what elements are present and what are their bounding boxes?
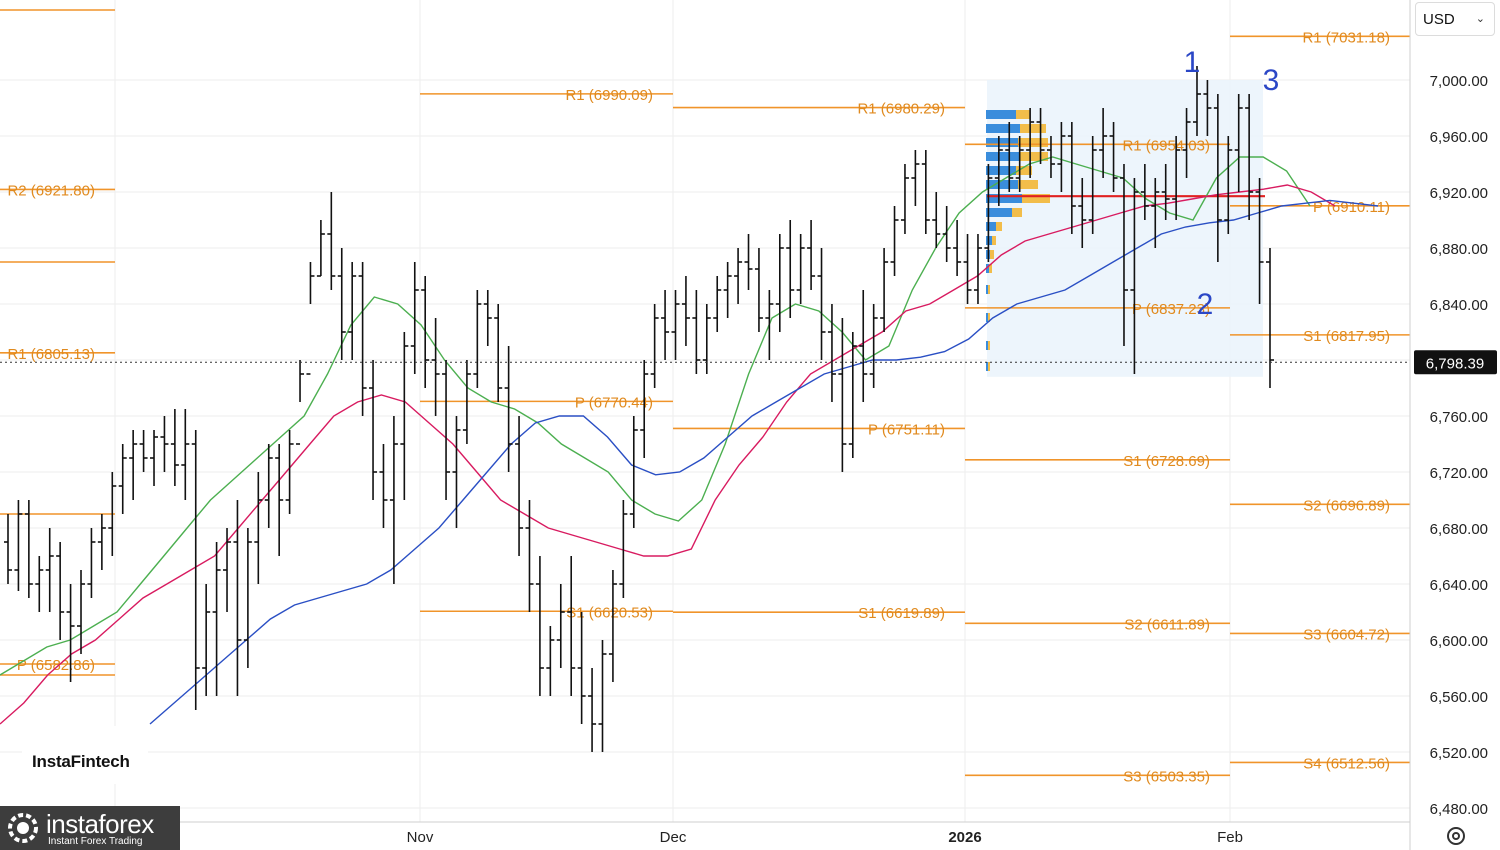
volume-profile-sell-row bbox=[988, 285, 990, 294]
y-tick-label: 6,480.00 bbox=[1430, 801, 1488, 818]
volume-profile-sell-row bbox=[1020, 152, 1048, 161]
pivot-label: S3 (6604.72) bbox=[1303, 626, 1390, 643]
volume-profile-buy-row bbox=[986, 138, 1018, 147]
settings-icon[interactable] bbox=[1444, 824, 1468, 848]
moving-averages bbox=[0, 156, 1379, 725]
volume-profile-sell-row bbox=[990, 250, 994, 259]
pivot-label: R1 (7031.18) bbox=[1302, 29, 1390, 46]
volume-profile-sell-row bbox=[992, 236, 996, 245]
volume-profile-sell-row bbox=[988, 313, 990, 322]
volume-profile-sell-row bbox=[1016, 166, 1032, 175]
ma-line-red bbox=[0, 184, 1336, 725]
currency-label: USD bbox=[1423, 10, 1455, 28]
y-tick-label: 6,920.00 bbox=[1430, 185, 1488, 202]
wave-label: 3 bbox=[1263, 64, 1280, 97]
volume-profile-buy-row bbox=[986, 264, 989, 273]
pivot-label: R1 (6954.03) bbox=[1122, 137, 1210, 154]
volume-profile-sell-row bbox=[1018, 138, 1048, 147]
pivot-label: P (6582.86) bbox=[17, 657, 95, 674]
y-tick-label: 6,680.00 bbox=[1430, 521, 1488, 538]
x-tick-label: Dec bbox=[660, 829, 687, 846]
volume-profile-buy-row bbox=[986, 362, 988, 371]
wave-annotations: 1 2 3 bbox=[1184, 46, 1280, 321]
pivot-label: S4 (6512.56) bbox=[1303, 755, 1390, 772]
y-tick-label: 6,960.00 bbox=[1430, 129, 1488, 146]
pivot-label: S2 (6696.89) bbox=[1303, 497, 1390, 514]
pivot-label: P (6837.23) bbox=[1132, 301, 1210, 318]
y-tick-label: 6,520.00 bbox=[1430, 745, 1488, 762]
volume-profile-buy-row bbox=[986, 341, 988, 350]
pivot-label: R1 (6990.09) bbox=[565, 87, 653, 104]
pivot-label: S1 (6728.69) bbox=[1123, 453, 1210, 470]
volume-profile-buy-row bbox=[986, 110, 1016, 119]
ohlc-bars bbox=[4, 66, 1274, 752]
pivot-label: P (6751.11) bbox=[868, 421, 945, 438]
ma-line-green bbox=[0, 156, 1311, 676]
currency-selector[interactable]: USD ⌄ bbox=[1415, 2, 1495, 36]
volume-profile-buy-row bbox=[986, 194, 1022, 203]
pivot-label: S1 (6620.53) bbox=[566, 604, 653, 621]
wave-label: 1 bbox=[1184, 46, 1201, 79]
volume-profile-sell-row bbox=[996, 222, 1002, 231]
y-tick-label: 6,760.00 bbox=[1430, 409, 1488, 426]
volume-profile bbox=[986, 80, 1265, 377]
pivot-label: R1 (6980.29) bbox=[857, 101, 945, 118]
volume-profile-sell-row bbox=[989, 264, 992, 273]
volume-profile-sell-row bbox=[988, 341, 990, 350]
volume-profile-buy-row bbox=[986, 208, 1012, 217]
pivot-levels: R2 (6921.80) R1 (6805.13) P (6582.86) R1 (6… bbox=[0, 9, 1410, 785]
y-tick-label: 6,840.00 bbox=[1430, 297, 1488, 314]
volume-profile-buy-row bbox=[986, 285, 988, 294]
pivot-label: S2 (6611.89) bbox=[1124, 616, 1210, 633]
volume-profile-buy-row bbox=[986, 180, 1018, 189]
x-tick-label: Nov bbox=[407, 829, 434, 846]
volume-profile-buy-row bbox=[986, 166, 1016, 175]
pivot-label: P (6770.44) bbox=[575, 394, 653, 411]
last-price-label: 6,798.39 bbox=[1426, 355, 1484, 372]
volume-profile-buy-row bbox=[986, 313, 988, 322]
volume-profile-sell-row bbox=[988, 362, 990, 371]
chevron-down-icon: ⌄ bbox=[1475, 13, 1485, 25]
y-tick-label: 6,640.00 bbox=[1430, 577, 1488, 594]
brand-watermark-text: InstaFintech bbox=[32, 752, 130, 771]
volume-profile-buy-row bbox=[986, 222, 996, 231]
pivot-label: S1 (6619.89) bbox=[858, 605, 945, 622]
volume-profile-sell-row bbox=[1016, 110, 1030, 119]
pivot-label: R1 (6805.13) bbox=[7, 346, 95, 363]
y-tick-label: 6,560.00 bbox=[1430, 689, 1488, 706]
pivot-label: S1 (6817.95) bbox=[1303, 328, 1390, 345]
volume-profile-buy-row bbox=[986, 124, 1020, 133]
volume-profile-sell-row bbox=[1022, 194, 1050, 203]
y-tick-label: 7,000.00 bbox=[1430, 73, 1488, 90]
instaforex-logo: instaforex Instant Forex Trading bbox=[0, 806, 180, 850]
volume-profile-sell-row bbox=[1018, 180, 1038, 189]
brand-watermark: InstaFintech bbox=[22, 726, 148, 784]
volume-profile-sell-row bbox=[1020, 124, 1046, 133]
pivot-label: P (6910.11) bbox=[1313, 199, 1390, 216]
last-price-badge bbox=[1414, 350, 1497, 375]
volume-profile-sell-row bbox=[1012, 208, 1022, 217]
y-tick-label: 6,600.00 bbox=[1430, 633, 1488, 650]
wave-label: 2 bbox=[1197, 288, 1214, 321]
y-tick-label: 6,720.00 bbox=[1430, 465, 1488, 482]
pivot-label: S3 (6503.35) bbox=[1123, 768, 1210, 785]
logo-name: instaforex bbox=[46, 809, 154, 839]
volume-profile-buy-row bbox=[986, 152, 1020, 161]
pivot-label: R2 (6921.80) bbox=[7, 182, 95, 199]
x-tick-label: 2026 bbox=[948, 829, 981, 846]
x-tick-label: Feb bbox=[1217, 829, 1243, 846]
ma-line-blue bbox=[149, 199, 1379, 725]
logo-tagline: Instant Forex Trading bbox=[48, 836, 143, 847]
gear-logo-icon bbox=[8, 813, 38, 843]
y-tick-label: 6,880.00 bbox=[1430, 241, 1488, 258]
